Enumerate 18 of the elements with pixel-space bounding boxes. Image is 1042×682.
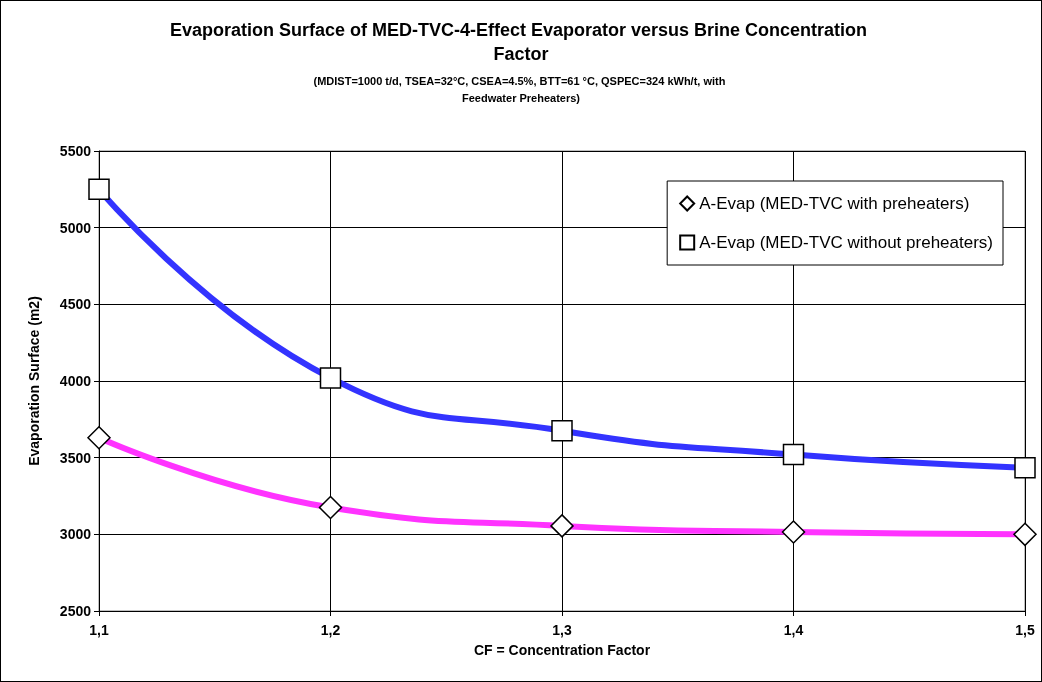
x-tick-label: 1,4 [783, 622, 804, 638]
x-tick-label: 1,3 [552, 622, 572, 638]
legend-label: A-Evap (MED-TVC without preheaters) [699, 233, 994, 252]
y-axis-title: Evaporation Surface (m2) [26, 296, 42, 466]
legend-label: A-Evap (MED-TVC with preheaters) [699, 194, 970, 213]
y-tick-label: 3500 [59, 449, 92, 466]
y-tick-label: 4000 [59, 373, 92, 389]
chart-subtitle: (MDIST=1000 t/d, TSEA=32°C, CSEA=4.5%, BTT=61 °C, QSPEC=324 kWh/t, with Feedwater Preheaters) [313, 74, 729, 104]
y-tick-label: 3000 [59, 526, 92, 543]
y-tick-label: 5000 [59, 219, 92, 236]
x-axis-title: CF = Concentration Factor [473, 642, 651, 658]
x-tick-label: 1,1 [89, 622, 109, 638]
chart-title: Evaporation Surface of MED-TVC-4-Effect Evaporator versus Brine Concentration Factor [169, 20, 873, 64]
y-tick-label: 2500 [59, 603, 92, 619]
y-tick-label: 4500 [59, 296, 92, 313]
x-tick-label: 1,5 [1015, 622, 1035, 638]
y-tick-label: 5500 [59, 143, 92, 159]
x-tick-label: 1,2 [320, 622, 341, 638]
